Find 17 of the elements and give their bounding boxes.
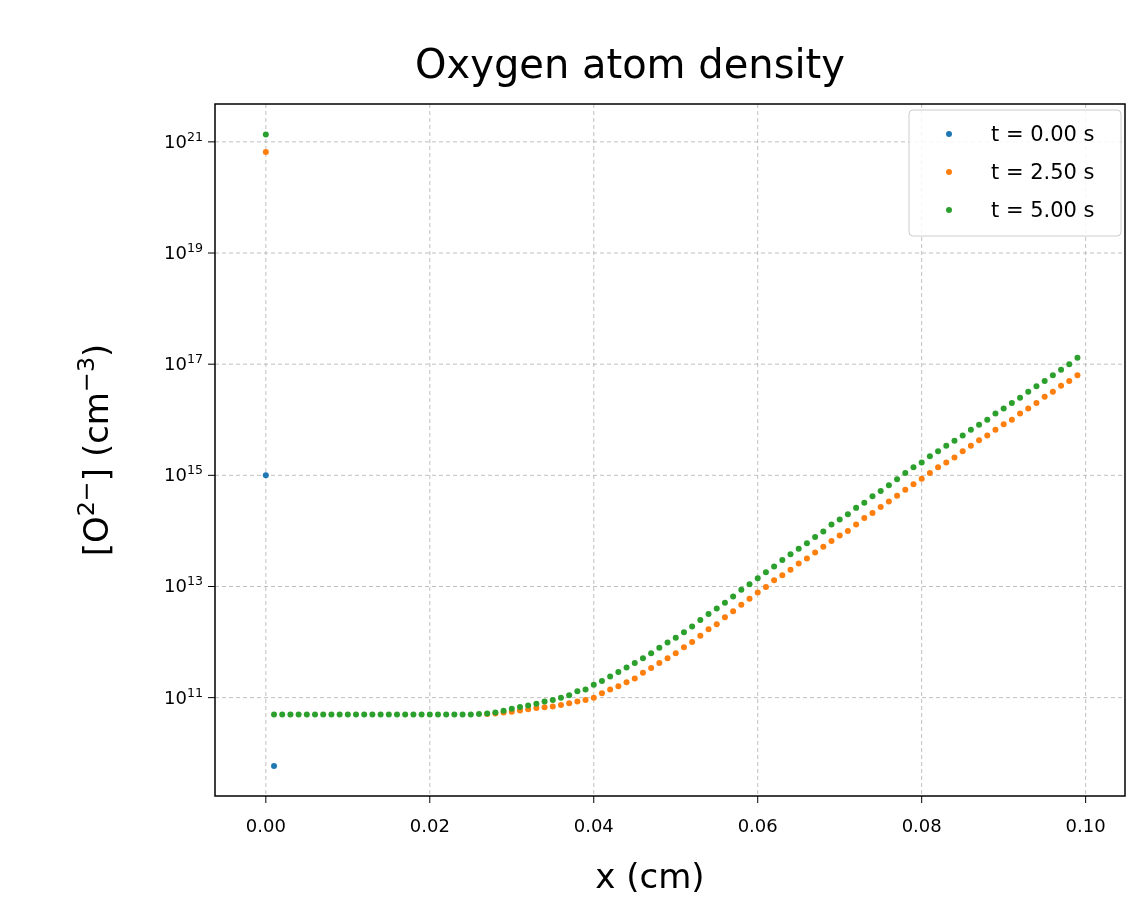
y-tick-label: 10$^{19}$ bbox=[164, 239, 203, 264]
y-tick-label: 10$^{21}$ bbox=[164, 128, 203, 152]
legend-label: t = 5.00 s bbox=[991, 198, 1095, 222]
x-axis-title: x (cm) bbox=[595, 856, 705, 896]
x-tick-label: 0.00 bbox=[245, 815, 286, 836]
x-tick-label: 0.02 bbox=[409, 815, 450, 836]
x-tick-label: 0.04 bbox=[573, 815, 614, 836]
x-tick-label: 0.06 bbox=[737, 815, 778, 836]
legend-label: t = 0.00 s bbox=[991, 122, 1095, 146]
x-tick-label: 0.08 bbox=[901, 815, 942, 836]
y-tick-label: 10$^{17}$ bbox=[164, 350, 203, 375]
y-tick-label: 10$^{13}$ bbox=[164, 572, 203, 597]
chart-title: Oxygen atom density bbox=[415, 41, 845, 87]
x-tick-label: 0.10 bbox=[1065, 815, 1106, 836]
y-tick-label: 10$^{11}$ bbox=[164, 684, 203, 708]
y-tick-label: 10$^{15}$ bbox=[164, 461, 203, 486]
legend-label: t = 2.50 s bbox=[991, 160, 1095, 184]
